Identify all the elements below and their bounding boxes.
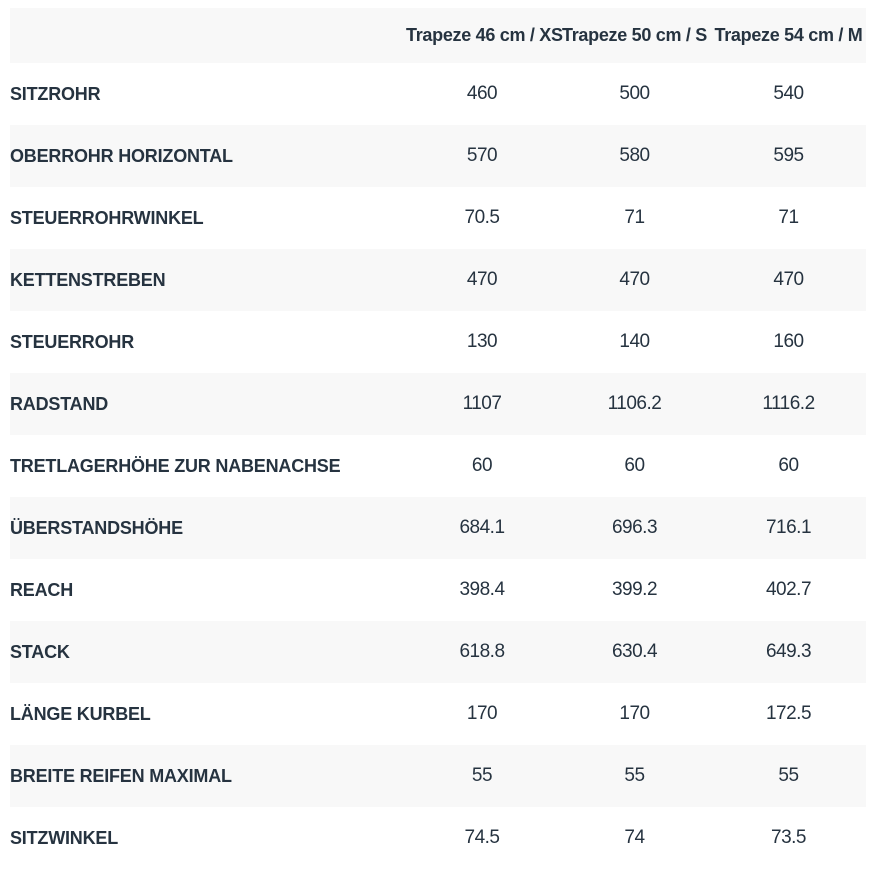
value-cell: 630.4 — [611, 641, 658, 662]
value-cell: 1106.2 — [607, 393, 662, 414]
table-row-tretlagerhoehe: TRETLAGERHÖHE ZUR NABENACHSE 60 60 60 — [10, 435, 866, 497]
row-label: BREITE REIFEN MAXIMAL — [10, 765, 232, 786]
value-cell: 540 — [773, 83, 804, 104]
value-cell: 570 — [466, 145, 498, 166]
corner-cell — [10, 8, 406, 63]
value-cell: 60 — [624, 455, 645, 476]
table-row-kettenstreben: KETTENSTREBEN 470 470 470 — [10, 249, 866, 311]
value-cell: 172.5 — [765, 703, 812, 724]
value-cell: 60 — [778, 455, 799, 476]
table-row-reach: REACH 398.4 399.2 402.7 — [10, 559, 866, 621]
value-cell: 55 — [778, 765, 799, 786]
row-label: RADSTAND — [10, 393, 109, 414]
value-cell: 595 — [773, 145, 804, 166]
value-cell: 470 — [466, 269, 498, 290]
value-cell: 60 — [471, 455, 493, 476]
value-cell: 1107 — [462, 393, 502, 414]
value-cell: 55 — [624, 765, 645, 786]
value-cell: 470 — [773, 269, 804, 290]
table-row-laenge-kurbel: LÄNGE KURBEL 170 170 172.5 — [10, 683, 866, 745]
value-cell: 398.4 — [459, 579, 505, 600]
row-label: ÜBERSTANDSHÖHE — [10, 517, 183, 538]
column-header-size-m: Trapeze 54 cm / M — [714, 25, 863, 45]
row-label: TRETLAGERHÖHE ZUR NABENACHSE — [10, 455, 341, 476]
value-cell: 1116.2 — [762, 393, 815, 414]
row-label: KETTENSTREBEN — [10, 269, 166, 290]
table-row-sitzrohr: SITZROHR 460 500 540 — [10, 63, 866, 125]
column-header-size-xs: Trapeze 46 cm / XS — [406, 25, 563, 45]
row-label: OBERROHR HORIZONTAL — [10, 145, 233, 166]
value-cell: 55 — [471, 765, 493, 786]
value-cell: 71 — [778, 207, 799, 228]
value-cell: 170 — [466, 703, 498, 724]
column-header-size-s: Trapeze 50 cm / S — [562, 25, 707, 45]
value-cell: 684.1 — [459, 517, 505, 538]
value-cell: 696.3 — [611, 517, 658, 538]
value-cell: 470 — [619, 269, 650, 290]
value-cell: 74.5 — [464, 827, 500, 848]
value-cell: 618.8 — [459, 641, 505, 662]
value-cell: 500 — [619, 83, 650, 104]
value-cell: 170 — [619, 703, 650, 724]
value-cell: 160 — [773, 331, 804, 352]
value-cell: 74 — [624, 827, 645, 848]
value-cell: 140 — [619, 331, 650, 352]
table-row-steuerrohrwinkel: STEUERROHRWINKEL 70.5 71 71 — [10, 187, 866, 249]
value-cell: 460 — [466, 83, 498, 104]
geometry-table-wrapper: Trapeze 46 cm / XS Trapeze 50 cm / S Tra… — [10, 8, 866, 869]
row-label: STACK — [10, 641, 70, 662]
value-cell: 71 — [624, 207, 645, 228]
table-row-stack: STACK 618.8 630.4 649.3 — [10, 621, 866, 683]
value-cell: 399.2 — [611, 579, 658, 600]
row-label: STEUERROHR — [10, 331, 135, 352]
table-row-ueberstandshoehe: ÜBERSTANDSHÖHE 684.1 696.3 716.1 — [10, 497, 866, 559]
row-label: LÄNGE KURBEL — [10, 703, 151, 724]
row-label: STEUERROHRWINKEL — [10, 207, 204, 228]
value-cell: 73.5 — [771, 827, 806, 848]
value-cell: 402.7 — [765, 579, 812, 600]
table-row-radstand: RADSTAND 1107 1106.2 1116.2 — [10, 373, 866, 435]
table-body: SITZROHR 460 500 540 OBERROHR HORIZONTAL… — [10, 63, 866, 869]
value-cell: 130 — [466, 331, 498, 352]
geometry-table: Trapeze 46 cm / XS Trapeze 50 cm / S Tra… — [10, 8, 866, 869]
table-row-sitzwinkel: SITZWINKEL 74.5 74 73.5 — [10, 807, 866, 869]
table-row-steuerrohr: STEUERROHR 130 140 160 — [10, 311, 866, 373]
table-row-breite-reifen-maximal: BREITE REIFEN MAXIMAL 55 55 55 — [10, 745, 866, 807]
row-label: SITZWINKEL — [10, 827, 118, 848]
value-cell: 716.1 — [765, 517, 812, 538]
value-cell: 580 — [619, 145, 650, 166]
row-label: SITZROHR — [10, 83, 101, 104]
value-cell: 649.3 — [765, 641, 812, 662]
row-label: REACH — [10, 579, 74, 600]
table-row-oberrohr-horizontal: OBERROHR HORIZONTAL 570 580 595 — [10, 125, 866, 187]
table-header: Trapeze 46 cm / XS Trapeze 50 cm / S Tra… — [10, 8, 866, 63]
header-row: Trapeze 46 cm / XS Trapeze 50 cm / S Tra… — [10, 8, 866, 63]
value-cell: 70.5 — [464, 207, 500, 228]
